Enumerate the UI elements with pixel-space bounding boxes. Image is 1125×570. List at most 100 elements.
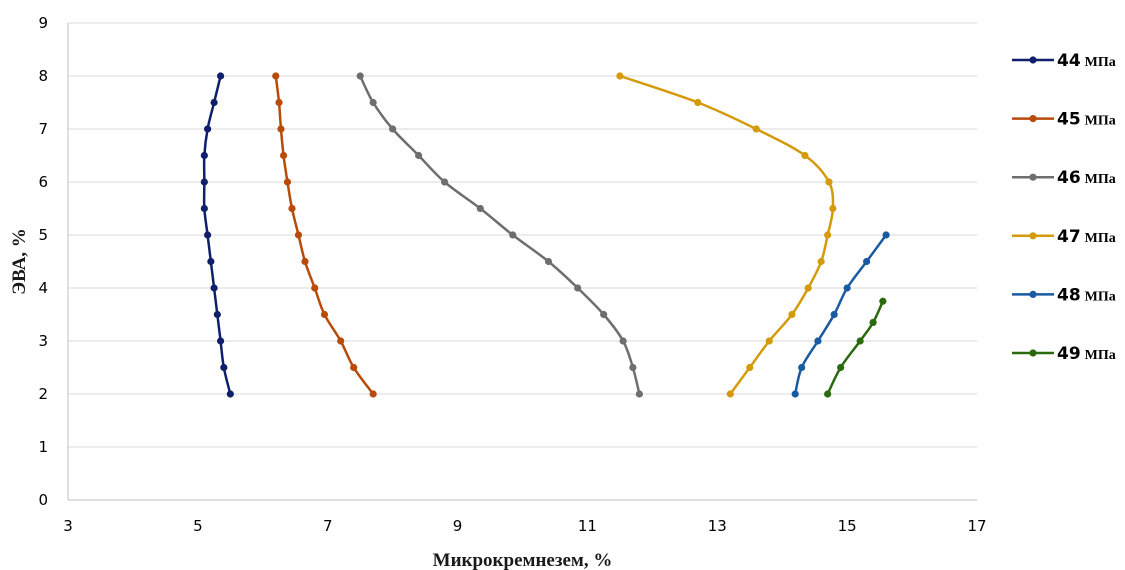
y-axis-title: ЭВА, % (9, 228, 30, 295)
data-point (788, 310, 796, 319)
y-tick-label: 7 (38, 120, 48, 138)
legend-marker (1029, 349, 1037, 357)
data-point (369, 390, 377, 398)
legend-value: 47 (1057, 227, 1081, 247)
x-tick-label: 5 (193, 517, 203, 535)
legend-value: 49 (1057, 344, 1081, 364)
y-tick-label: 6 (38, 173, 48, 191)
data-point (369, 98, 377, 107)
data-point (863, 257, 871, 266)
data-point (856, 337, 864, 345)
data-point (574, 284, 582, 292)
data-point (830, 310, 838, 319)
series-44 (200, 72, 234, 398)
data-point (210, 284, 218, 292)
data-point (837, 363, 845, 372)
data-point (226, 390, 234, 398)
data-point (544, 257, 553, 266)
series-46 (356, 72, 643, 398)
data-point (216, 72, 225, 80)
legend-item-44: 44 МПа (1012, 51, 1116, 71)
data-point (600, 310, 608, 319)
legend-unit: МПа (1085, 55, 1116, 70)
x-tick-label: 17 (967, 517, 986, 535)
data-point (356, 72, 364, 80)
data-point (415, 151, 423, 160)
data-point (301, 257, 309, 266)
data-point (277, 125, 285, 133)
data-point (752, 125, 760, 133)
legend-marker (1029, 173, 1037, 181)
data-point (635, 390, 643, 398)
series-48 (791, 231, 890, 398)
data-point (294, 231, 303, 239)
legend-label: 49 МПа (1057, 344, 1116, 364)
data-point (213, 310, 221, 319)
legend-unit: МПа (1085, 289, 1116, 304)
legend-unit: МПа (1085, 114, 1116, 129)
legend-item-48: 48 МПа (1012, 285, 1116, 305)
data-point (817, 257, 825, 266)
legend-label: 47 МПа (1057, 227, 1116, 247)
legend-marker (1029, 290, 1037, 298)
data-point (726, 390, 734, 398)
data-point (509, 231, 517, 239)
y-tick-label: 3 (38, 332, 48, 350)
legend: 44 МПа 45 МПа 46 МПа 47 МПа 48 МПа 49 МПа (1012, 51, 1116, 364)
legend-item-49: 49 МПа (1012, 344, 1116, 364)
axes (67, 23, 977, 501)
y-tick-label: 9 (38, 14, 48, 32)
y-tick-label: 0 (38, 491, 48, 509)
legend-value: 44 (1057, 51, 1081, 71)
data-point (311, 284, 319, 292)
data-point (829, 204, 837, 213)
data-point (283, 178, 292, 186)
data-point (200, 178, 208, 186)
legend-label: 44 МПа (1057, 51, 1116, 71)
y-tick-label: 4 (38, 279, 48, 297)
data-point (210, 98, 218, 107)
x-axis-title: Микрокремнезем, % (433, 550, 613, 570)
data-point (203, 125, 212, 133)
legend-unit: МПа (1085, 231, 1116, 246)
data-point (279, 151, 288, 160)
data-point (798, 363, 806, 372)
legend-value: 45 (1057, 110, 1081, 130)
data-point (746, 363, 754, 372)
data-point (200, 151, 208, 160)
data-point (616, 72, 624, 80)
data-point (203, 231, 212, 239)
data-point (824, 231, 832, 239)
data-point (765, 337, 773, 345)
data-point (629, 363, 637, 372)
data-point (869, 318, 877, 327)
data-point (882, 231, 890, 239)
data-point (337, 337, 345, 345)
data-point (619, 337, 627, 345)
y-tick-label: 1 (38, 438, 48, 456)
y-tick-label: 5 (38, 226, 48, 244)
legend-label: 46 МПа (1057, 168, 1116, 188)
data-point (350, 363, 358, 372)
series-47 (616, 72, 837, 398)
data-point (694, 98, 702, 107)
data-point (220, 363, 228, 372)
y-tick-label: 8 (38, 67, 48, 85)
legend-value: 46 (1057, 168, 1081, 188)
data-point (843, 284, 851, 292)
tick-labels: 0 1 2 3 4 5 6 7 8 9 3 5 7 9 11 13 15 17 (38, 14, 986, 535)
legend-unit: МПа (1085, 348, 1116, 363)
x-tick-label: 7 (323, 517, 333, 535)
data-point (825, 178, 833, 186)
data-point (824, 390, 832, 398)
series-45 (272, 72, 377, 398)
legend-item-47: 47 МПа (1012, 227, 1116, 247)
data-point (216, 337, 225, 345)
legend-value: 48 (1057, 285, 1081, 305)
data-point (791, 390, 799, 398)
legend-item-45: 45 МПа (1012, 110, 1116, 130)
x-tick-label: 9 (453, 517, 463, 535)
legend-label: 45 МПа (1057, 110, 1116, 130)
x-tick-label: 3 (63, 517, 73, 535)
